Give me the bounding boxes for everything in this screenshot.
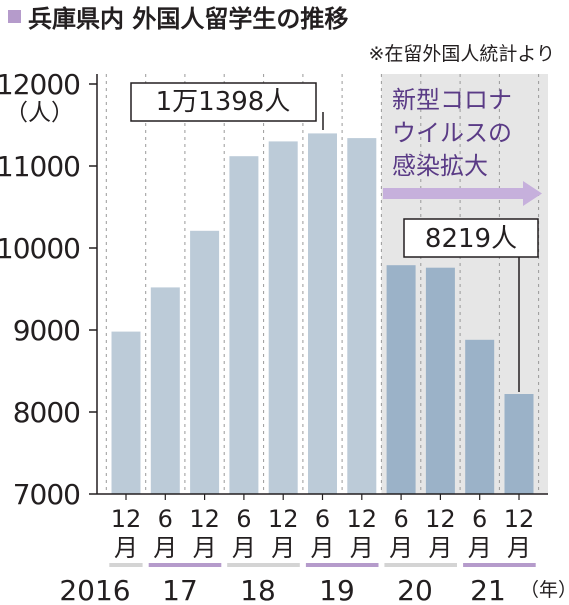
x-month-label: 6 (236, 505, 251, 533)
year-label: 20 (397, 574, 433, 605)
x-month-suffix: 月 (507, 534, 531, 562)
covid-note-line3: 感染拡大 (392, 152, 488, 180)
year-underline (227, 563, 300, 567)
year-underline (109, 563, 143, 567)
year-underline (148, 563, 222, 567)
year-label: 2016 (59, 574, 130, 605)
peak-label-box (130, 82, 317, 122)
year-underline (305, 563, 379, 567)
latest-label-box (403, 218, 539, 258)
x-month-label: 6 (315, 505, 330, 533)
y-tick-label: 11000 (0, 150, 80, 183)
x-month-suffix: 月 (311, 534, 335, 562)
peak-label: 1万1398人 (156, 87, 291, 117)
bar-2018-06 (229, 156, 259, 494)
y-axis: 7000 8000 9000 10000 11000 12000 (0, 68, 98, 511)
covid-arrow (383, 181, 542, 206)
y-tick-label: 8000 (13, 396, 80, 429)
year-label: 19 (319, 574, 355, 605)
year-underline (463, 563, 536, 567)
year-unit: （年） (520, 579, 569, 601)
gridlines (105, 74, 540, 494)
y-tick-label: 7000 (13, 478, 80, 511)
x-month-suffix: 月 (114, 534, 138, 562)
y-tick-label: 10000 (0, 232, 80, 265)
title-marker (8, 10, 21, 23)
x-month-suffix: 月 (428, 534, 452, 562)
y-axis-unit: （人） (5, 100, 74, 126)
x-month-label: 6 (158, 505, 173, 533)
bar-2019-06 (308, 133, 337, 494)
x-month-suffix: 月 (153, 534, 177, 562)
source-note: ※在留外国人統計より (368, 43, 555, 65)
bar-2021-06 (465, 339, 495, 494)
y-tick-label: 9000 (13, 314, 80, 347)
year-underline (384, 563, 457, 567)
latest-label: 8219人 (425, 224, 517, 254)
bar-2021-12 (504, 394, 534, 494)
covid-arrow-head (523, 181, 542, 206)
year-label: 18 (240, 574, 276, 605)
x-month-label: 12 (347, 505, 378, 533)
bar-2020-12 (425, 267, 455, 494)
x-month-suffix: 月 (389, 534, 413, 562)
x-month-suffix: 月 (271, 534, 295, 562)
covid-note-line1: 新型コロナ (392, 86, 512, 114)
covid-note-line2: ウイルスの (392, 119, 512, 147)
x-month-label: 6 (472, 505, 487, 533)
x-month-label: 6 (393, 505, 408, 533)
x-month-suffix: 月 (350, 534, 374, 562)
x-month-label: 12 (189, 505, 220, 533)
chart-title: 兵庫県内 外国人留学生の推移 (28, 5, 348, 33)
year-label: 17 (162, 574, 198, 605)
x-month-suffix: 月 (232, 534, 256, 562)
bars (111, 133, 534, 495)
year-labels: 2016 17 18 19 20 21 (59, 574, 505, 605)
bar-2017-12 (190, 230, 220, 495)
x-month-label: 12 (268, 505, 299, 533)
bar-2018-12 (268, 141, 298, 494)
x-month-label: 12 (504, 505, 535, 533)
x-month-suffix: 月 (468, 534, 492, 562)
bar-2017-06 (150, 287, 180, 494)
year-label: 21 (470, 574, 506, 605)
x-month-label: 12 (111, 505, 142, 533)
y-tick-label: 12000 (0, 68, 80, 101)
x-month-suffix: 月 (193, 534, 217, 562)
bar-2016-12 (111, 331, 141, 494)
year-underlines (109, 563, 536, 567)
x-month-label: 12 (425, 505, 456, 533)
bar-2019-12 (347, 138, 377, 494)
bar-2020-06 (386, 265, 416, 494)
covid-arrow-shaft (383, 188, 525, 199)
